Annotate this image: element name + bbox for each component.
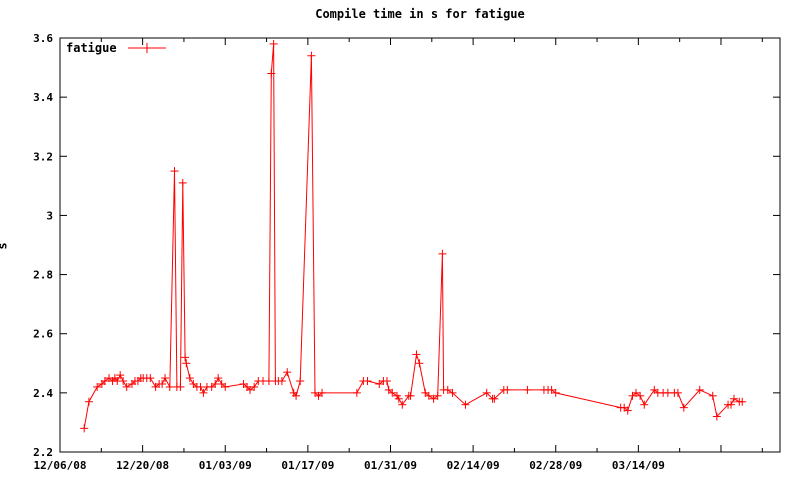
y-axis-tick-label: 3.6 <box>33 32 53 45</box>
y-axis-tick-label: 3.4 <box>33 91 53 104</box>
y-axis-tick-label: 2.8 <box>33 269 53 282</box>
y-axis-tick-label: 2.2 <box>33 446 53 459</box>
legend: fatigue <box>66 41 171 55</box>
chart-title: Compile time in s for fatigue <box>315 7 525 21</box>
data-line <box>83 43 743 429</box>
x-axis-tick-label: 12/20/08 <box>116 459 169 472</box>
legend-series-label: fatigue <box>66 41 117 55</box>
legend-line-sample-icon <box>127 43 166 53</box>
y-axis-tick-label: 3.2 <box>33 150 53 163</box>
x-axis-tick-label: 03/14/09 <box>612 459 665 472</box>
y-axis-tick-label: 2.6 <box>33 328 53 341</box>
y-axis-label: s <box>0 242 10 249</box>
x-axis-tick-label: 01/03/09 <box>199 459 252 472</box>
x-axis-tick-label: 01/31/09 <box>364 459 417 472</box>
x-axis-tick-label: 12/06/08 <box>34 459 87 472</box>
x-axis-tick-label: 02/28/09 <box>529 459 582 472</box>
y-axis-tick-label: 3 <box>46 209 53 222</box>
plot-border <box>59 37 781 453</box>
x-axis-tick-label: 01/17/09 <box>281 459 334 472</box>
y-axis-tick-label: 2.4 <box>33 387 53 400</box>
x-axis-tick-label: 02/14/09 <box>447 459 500 472</box>
